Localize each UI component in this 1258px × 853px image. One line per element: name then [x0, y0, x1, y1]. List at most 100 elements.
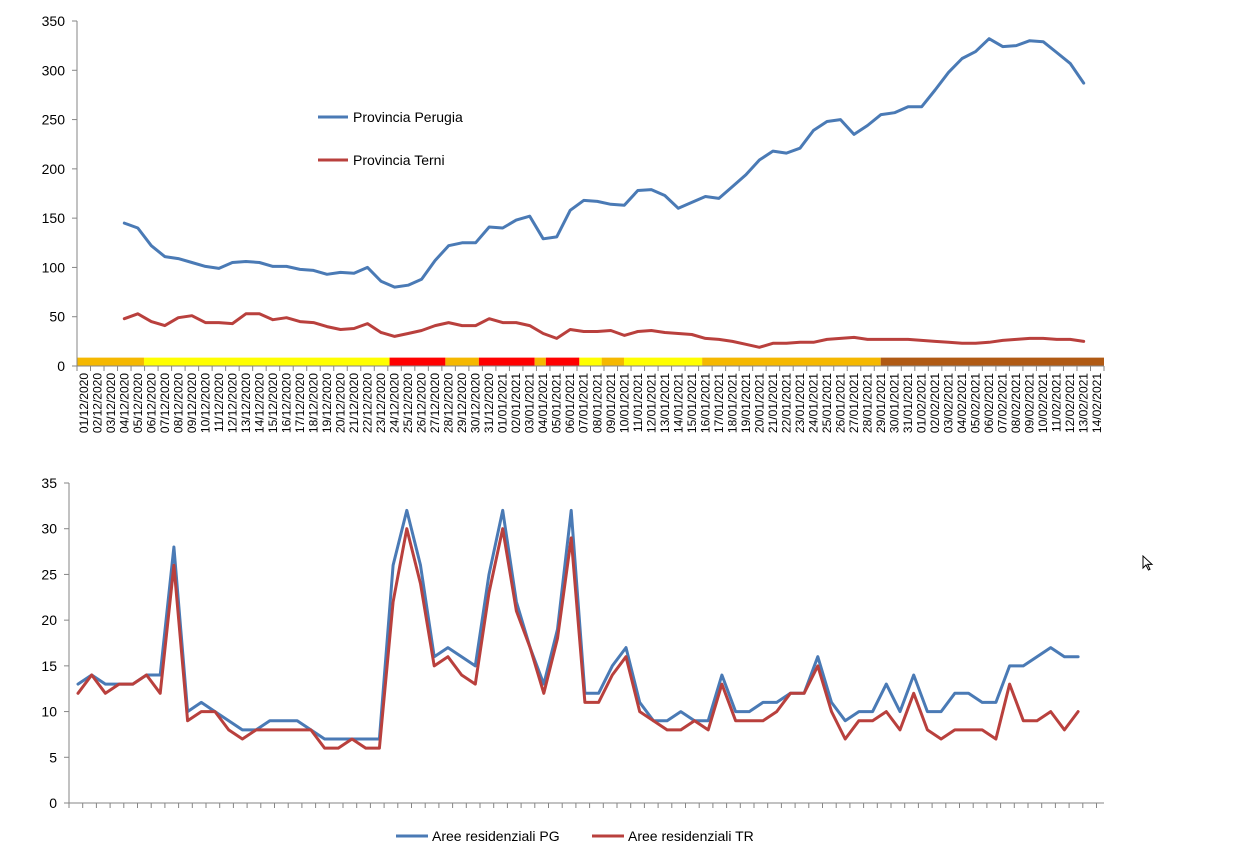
zone-band — [545, 357, 580, 366]
x-tick-label: 11/02/2021 — [1050, 373, 1064, 432]
x-tick-label: 15/12/2020 — [266, 373, 280, 433]
x-tick-label: 29/01/2021 — [874, 373, 888, 433]
x-tick-label: 12/02/2021 — [1063, 373, 1077, 433]
zone-band — [702, 357, 881, 366]
y-tick-label: 0 — [49, 795, 57, 811]
x-tick-label: 28/12/2020 — [442, 373, 456, 433]
x-tick-label: 03/02/2021 — [942, 373, 956, 433]
x-tick-label: 13/01/2021 — [658, 373, 672, 433]
y-tick-label: 150 — [42, 210, 66, 226]
x-tick-label: 18/12/2020 — [306, 373, 320, 433]
zone-band — [623, 357, 703, 366]
y-tick-label: 100 — [42, 259, 66, 275]
x-tick-label: 13/12/2020 — [239, 373, 253, 433]
x-tick-label: 17/12/2020 — [293, 373, 307, 433]
x-tick-label: 03/01/2021 — [523, 373, 537, 433]
y-tick-label: 20 — [41, 612, 57, 628]
y-tick-label: 350 — [42, 13, 66, 29]
x-tick-label: 07/01/2021 — [577, 373, 591, 433]
legend-label: Provincia Terni — [353, 152, 445, 168]
x-tick-label: 10/01/2021 — [617, 373, 631, 433]
x-tick-label: 09/02/2021 — [1023, 373, 1037, 433]
bottom-y-axis: 0 5 10 15 20 25 30 35 — [41, 475, 70, 811]
zone-band — [534, 357, 546, 366]
x-tick-label: 21/12/2020 — [347, 373, 361, 433]
series-line — [76, 527, 1080, 750]
legend-label: Aree residenziali TR — [628, 828, 754, 844]
x-tick-label: 22/01/2021 — [779, 373, 793, 433]
x-tick-label: 24/12/2020 — [388, 373, 402, 433]
x-tick-label: 02/12/2020 — [90, 373, 104, 433]
top-series-group — [122, 37, 1086, 349]
x-tick-label: 08/01/2021 — [590, 373, 604, 433]
y-tick-label: 35 — [41, 475, 57, 491]
x-tick-label: 05/02/2021 — [969, 373, 983, 433]
x-tick-label: 06/02/2021 — [982, 373, 996, 433]
x-tick-label: 20/01/2021 — [752, 373, 766, 433]
x-tick-label: 29/12/2020 — [455, 373, 469, 433]
x-tick-label: 28/01/2021 — [861, 373, 875, 433]
zone-bands — [77, 357, 1104, 366]
x-tick-label: 26/01/2021 — [833, 373, 847, 433]
zone-band — [579, 357, 602, 366]
x-tick-label: 05/12/2020 — [131, 373, 145, 433]
x-tick-label: 23/12/2020 — [374, 373, 388, 433]
x-tick-label: 18/01/2021 — [725, 373, 739, 433]
x-tick-label: 02/01/2021 — [509, 373, 523, 433]
y-tick-label: 300 — [42, 62, 66, 78]
x-tick-label: 24/01/2021 — [806, 373, 820, 433]
x-tick-label: 09/01/2021 — [604, 373, 618, 433]
zone-band — [77, 357, 144, 366]
x-tick-label: 06/12/2020 — [144, 373, 158, 433]
x-tick-label: 07/02/2021 — [996, 373, 1010, 433]
x-tick-label: 19/01/2021 — [739, 373, 753, 433]
x-tick-label: 14/01/2021 — [671, 373, 685, 433]
x-tick-label: 23/01/2021 — [793, 373, 807, 433]
bottom-x-axis — [68, 802, 1104, 808]
x-tick-label: 07/12/2020 — [158, 373, 172, 433]
x-tick-label: 27/12/2020 — [428, 373, 442, 433]
y-tick-label: 250 — [42, 112, 66, 128]
legend-label: Aree residenziali PG — [432, 828, 560, 844]
zone-band — [445, 357, 479, 366]
bottom-legend: Aree residenziali PG Aree residenziali TR — [396, 828, 754, 844]
x-tick-label: 26/12/2020 — [415, 373, 429, 433]
x-tick-label: 22/12/2020 — [361, 373, 375, 433]
x-tick-label: 20/12/2020 — [334, 373, 348, 433]
x-tick-label: 10/02/2021 — [1036, 373, 1050, 433]
zone-band — [389, 357, 446, 366]
x-tick-label: 04/01/2021 — [536, 373, 550, 433]
y-tick-label: 30 — [41, 521, 57, 537]
zone-band — [601, 357, 624, 366]
y-tick-label: 25 — [41, 566, 57, 582]
x-tick-label: 08/12/2020 — [171, 373, 185, 433]
legend-label: Provincia Perugia — [353, 109, 463, 125]
x-tick-label: 01/12/2020 — [77, 373, 91, 433]
x-tick-label: 14/02/2021 — [1090, 373, 1104, 433]
x-tick-label: 15/01/2021 — [685, 373, 699, 433]
x-tick-label: 10/12/2020 — [198, 373, 212, 433]
x-tick-label: 03/12/2020 — [104, 373, 118, 433]
x-tick-label: 01/01/2021 — [496, 373, 510, 433]
top-y-axis: 0 50 100 150 200 250 300 350 — [42, 13, 78, 374]
zone-band — [478, 357, 535, 366]
x-tick-label: 04/02/2021 — [955, 373, 969, 433]
y-tick-label: 50 — [49, 309, 65, 325]
x-tick-label: 31/12/2020 — [482, 373, 496, 433]
x-tick-label: 16/01/2021 — [698, 373, 712, 433]
top-x-axis: 01/12/2020 02/12/2020 03/12/2020 04/12/2020… — [76, 365, 1105, 433]
x-tick-label: 16/12/2020 — [279, 373, 293, 433]
x-tick-label: 02/02/2021 — [928, 373, 942, 433]
x-tick-label: 30/01/2021 — [888, 373, 902, 433]
x-tick-label: 01/02/2021 — [915, 373, 929, 433]
zone-band — [143, 357, 390, 366]
top-chart: 0 50 100 150 200 250 300 350 01/12/2020 02/12/20… — [42, 13, 1105, 433]
x-tick-label: 05/01/2021 — [550, 373, 564, 433]
x-tick-label: 08/02/2021 — [1009, 373, 1023, 433]
x-tick-label: 14/12/2020 — [252, 373, 266, 433]
top-legend: Provincia Perugia Provincia Terni — [318, 109, 463, 168]
x-tick-label: 11/12/2020 — [212, 373, 226, 432]
series-line — [76, 508, 1080, 741]
y-tick-label: 0 — [57, 358, 65, 374]
